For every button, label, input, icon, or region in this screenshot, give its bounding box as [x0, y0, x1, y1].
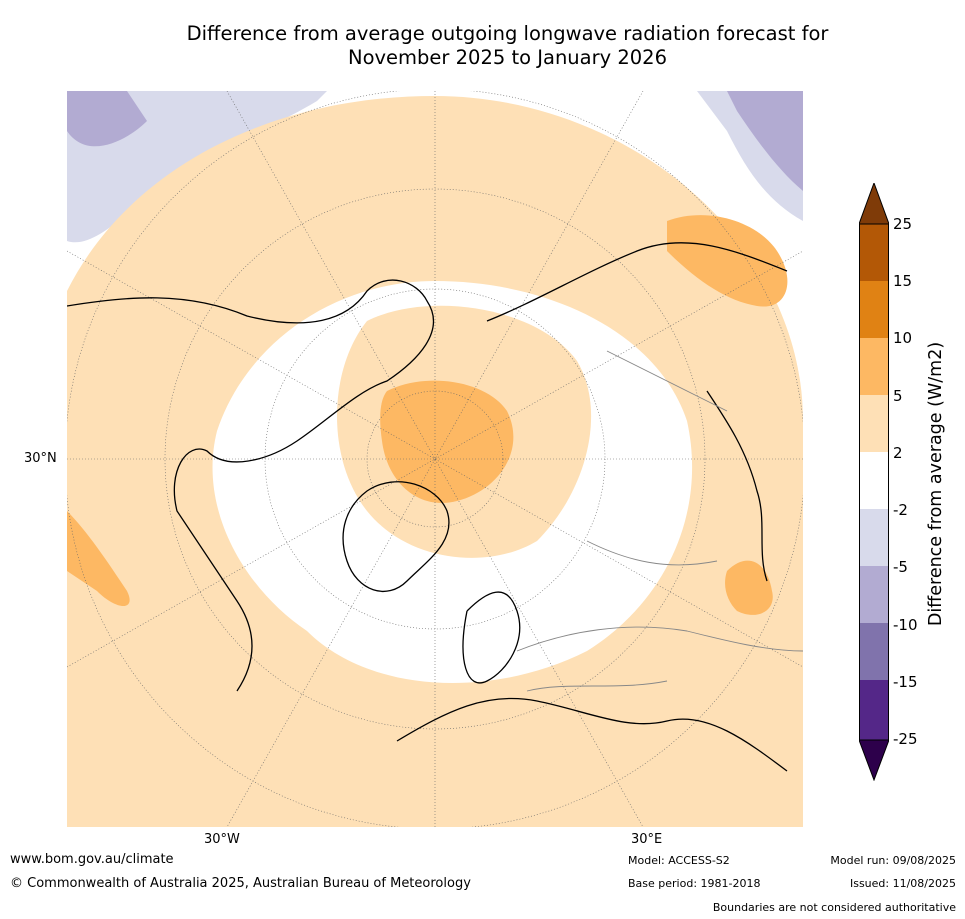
colorbar-band-neutral	[859, 452, 889, 509]
colorbar-tick-m15: -15	[893, 673, 918, 691]
colorbar-tick-m25: -25	[893, 730, 918, 748]
scandinavia-coast	[462, 591, 521, 684]
colorbar-tick-10: 10	[893, 329, 913, 347]
coastlines	[67, 242, 788, 772]
colorbar-tick-5: 5	[893, 387, 903, 405]
colorbar-over-triangle	[859, 183, 889, 225]
colorbar-band-m5-m10	[859, 566, 889, 623]
asia-anomaly-patch	[667, 215, 788, 307]
colorbar-band-m10-m15	[859, 623, 889, 680]
negative-anomaly-ne-strong	[727, 91, 803, 191]
negative-anomaly-nw-strong	[67, 91, 147, 147]
graticule	[67, 91, 803, 827]
boundaries-note: Boundaries are not considered authoritat…	[712, 901, 956, 914]
model-text: Model: ACCESS-S2	[628, 854, 730, 867]
lon-30w-label: 30°W	[204, 832, 240, 847]
east-asia-coast	[706, 390, 768, 582]
colorbar-tick-m2: -2	[893, 501, 908, 519]
model-run-text: Model run: 09/08/2025	[830, 854, 956, 867]
colorbar-tick-25: 25	[893, 215, 913, 233]
issued-text: Issued: 11/08/2025	[849, 877, 956, 890]
colorbar-band-15-25	[859, 224, 889, 281]
polar-map	[67, 91, 803, 827]
map-title: Difference from average outgoing longwav…	[80, 22, 935, 70]
colorbar-tick-m10: -10	[893, 616, 918, 634]
colorbar-band-m2-m5	[859, 509, 889, 566]
europe-coast	[396, 697, 788, 772]
base-period-text: Base period: 1981-2018	[628, 877, 761, 890]
colorbar-band-5-10	[859, 338, 889, 395]
pacific-anomaly-patch	[67, 511, 130, 606]
siberia-coast	[486, 242, 788, 322]
china-anomaly-patch	[725, 560, 773, 615]
positive-anomaly-ring	[67, 96, 803, 827]
title-line-2: November 2025 to January 2026	[348, 46, 667, 69]
colorbar	[859, 183, 889, 781]
website-link[interactable]: www.bom.gov.au/climate	[10, 852, 174, 867]
lat-30n-label: 30°N	[24, 451, 57, 466]
north-america-coast	[67, 279, 434, 692]
colorbar-under-triangle	[859, 739, 889, 781]
colorbar-tick-m5: -5	[893, 558, 908, 576]
map-svg	[67, 91, 803, 827]
colorbar-band-2-5	[859, 395, 889, 452]
colorbar-band-m15-m25	[859, 680, 889, 740]
colorbar-title: Difference from average (W/m2)	[926, 341, 946, 627]
colorbar-tick-15: 15	[893, 272, 913, 290]
title-line-1: Difference from average outgoing longwav…	[186, 22, 829, 45]
colorbar-tick-2: 2	[893, 444, 903, 462]
greenland-coast	[342, 481, 450, 592]
colorbar-band-10-15	[859, 281, 889, 338]
country-boundaries	[516, 350, 803, 692]
copyright-text: © Commonwealth of Australia 2025, Austra…	[10, 876, 471, 891]
arctic-anomaly-core	[380, 380, 514, 503]
lon-30e-label: 30°E	[631, 832, 663, 847]
